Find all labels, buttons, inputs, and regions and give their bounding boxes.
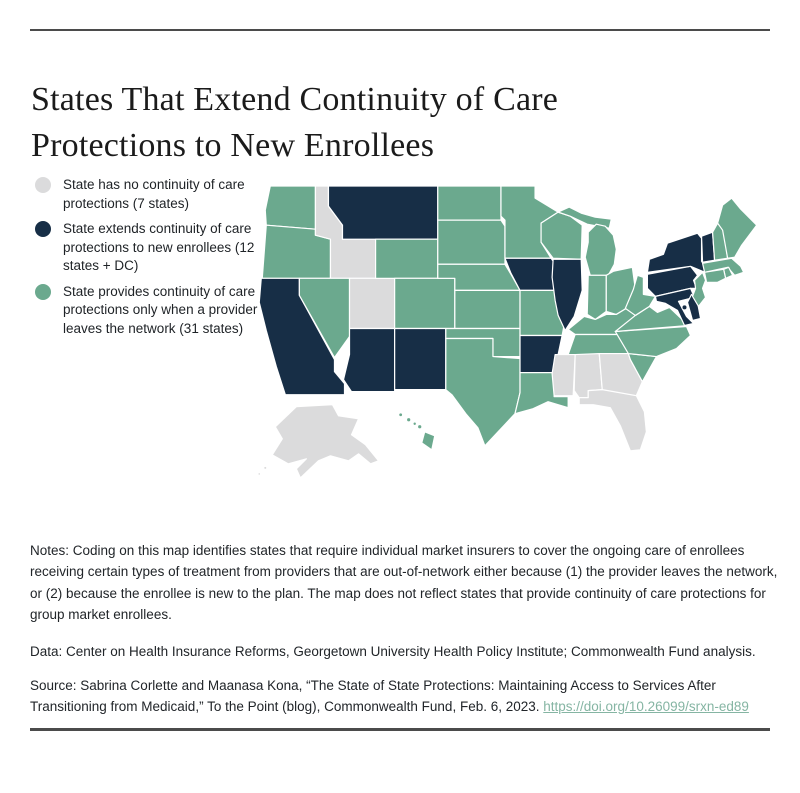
state-washington: [264, 185, 317, 230]
state-new-mexico: [394, 327, 447, 391]
top-rule: [30, 29, 770, 31]
state-district-of-columbia: [681, 304, 688, 311]
state-mississippi: [551, 353, 576, 397]
state-south-dakota: [437, 219, 506, 265]
legend-label: State extends continuity of care protect…: [63, 221, 255, 273]
state-hawaii-island: [416, 423, 423, 430]
state-alaska-aleutian-island: [257, 471, 262, 476]
state-hawaii-big-island: [421, 431, 436, 451]
state-florida: [578, 389, 647, 452]
state-maine: [716, 197, 758, 259]
state-michigan-lower: [584, 223, 617, 276]
state-hawaii-island: [412, 421, 418, 427]
title-line-1: States That Extend Continuity of Care: [31, 80, 559, 118]
legend-item-provider-leaves: State provides continuity of care protec…: [35, 283, 263, 339]
source-citation: Source: Sabrina Corlette and Maanasa Kon…: [30, 677, 716, 715]
state-wyoming: [374, 238, 439, 279]
us-choropleth-map: [257, 185, 758, 479]
state-connecticut: [703, 268, 727, 283]
legend-swatch-navy-icon: [35, 221, 51, 237]
state-alaska: [271, 404, 380, 479]
state-illinois: [551, 258, 583, 332]
state-arizona: [342, 327, 396, 393]
state-montana: [327, 185, 439, 240]
state-hawaii-island: [405, 416, 412, 423]
state-michigan-upper: [557, 206, 612, 229]
legend-swatch-gray-icon: [35, 177, 51, 193]
state-utah: [348, 277, 396, 330]
map-legend: State has no continuity of care protecti…: [35, 176, 263, 345]
state-north-dakota: [437, 185, 502, 221]
state-hawaii-island: [398, 412, 404, 418]
legend-swatch-green-icon: [35, 283, 51, 300]
doi-link[interactable]: https://doi.org/10.26099/srxn-ed89: [543, 699, 749, 714]
state-north-carolina: [614, 325, 692, 358]
legend-label: State provides continuity of care protec…: [63, 283, 258, 336]
state-alaska-aleutian-island: [263, 465, 268, 471]
state-indiana: [586, 274, 607, 321]
state-nevada: [298, 277, 351, 359]
state-west-virginia: [624, 274, 657, 317]
state-colorado: [394, 277, 456, 330]
legend-label: State has no continuity of care protecti…: [63, 177, 245, 211]
state-texas: [445, 337, 521, 447]
state-new-jersey: [691, 271, 707, 308]
legend-item-no-protections: State has no continuity of care protecti…: [35, 176, 263, 213]
source-text: Source: Sabrina Corlette and Maanasa Kon…: [30, 675, 778, 718]
title-line-2: Protections to New Enrollees: [31, 126, 435, 164]
notes-text: Notes: Coding on this map identifies sta…: [30, 542, 778, 623]
state-kansas: [454, 289, 521, 330]
legend-item-new-enrollees: State extends continuity of care protect…: [35, 220, 263, 276]
page-title: States That Extend Continuity of Care Pr…: [31, 77, 751, 169]
data-attribution-text: Data: Center on Health Insurance Reforms…: [30, 643, 756, 659]
bottom-rule: [30, 728, 770, 731]
